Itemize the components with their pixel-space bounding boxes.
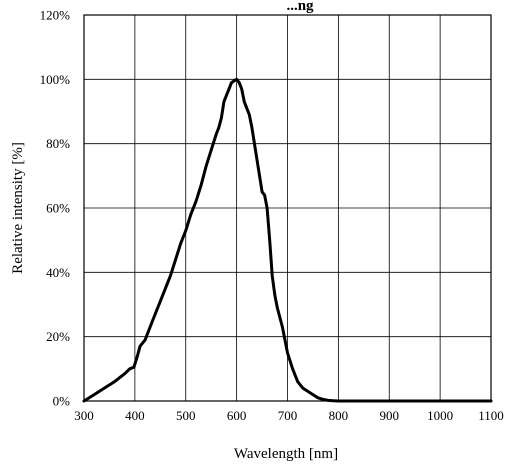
- y-tick-label: 20%: [46, 329, 70, 344]
- x-tick-label: 700: [278, 408, 298, 423]
- y-tick-labels: 0% 20% 40% 60% 80% 100% 120%: [40, 8, 71, 409]
- x-tick-label: 300: [74, 408, 94, 423]
- x-axis-label: Wavelength [nm]: [234, 446, 338, 462]
- y-tick-label: 40%: [46, 265, 70, 280]
- plot-frame: [83, 14, 492, 402]
- y-tick-label: 0%: [53, 394, 71, 409]
- x-tick-label: 400: [125, 408, 145, 423]
- series-line: [82, 77, 493, 403]
- y-tick-label: 120%: [40, 8, 71, 23]
- x-tick-label: 600: [227, 408, 247, 423]
- x-tick-label: 1100: [478, 408, 504, 423]
- y-tick-label: 100%: [40, 72, 71, 87]
- grid-lines: [84, 15, 491, 401]
- x-tick-label: 1000: [427, 408, 453, 423]
- y-tick-label: 80%: [46, 136, 70, 151]
- y-tick-label: 60%: [46, 201, 70, 216]
- x-tick-label: 800: [329, 408, 349, 423]
- x-tick-labels: 300 400 500 600 700 800 900 1000 1100: [74, 408, 504, 423]
- x-tick-label: 500: [176, 408, 196, 423]
- chart-title: ...ng: [286, 0, 314, 14]
- x-tick-label: 900: [380, 408, 400, 423]
- y-axis-label: Relative intensity [%]: [10, 142, 26, 274]
